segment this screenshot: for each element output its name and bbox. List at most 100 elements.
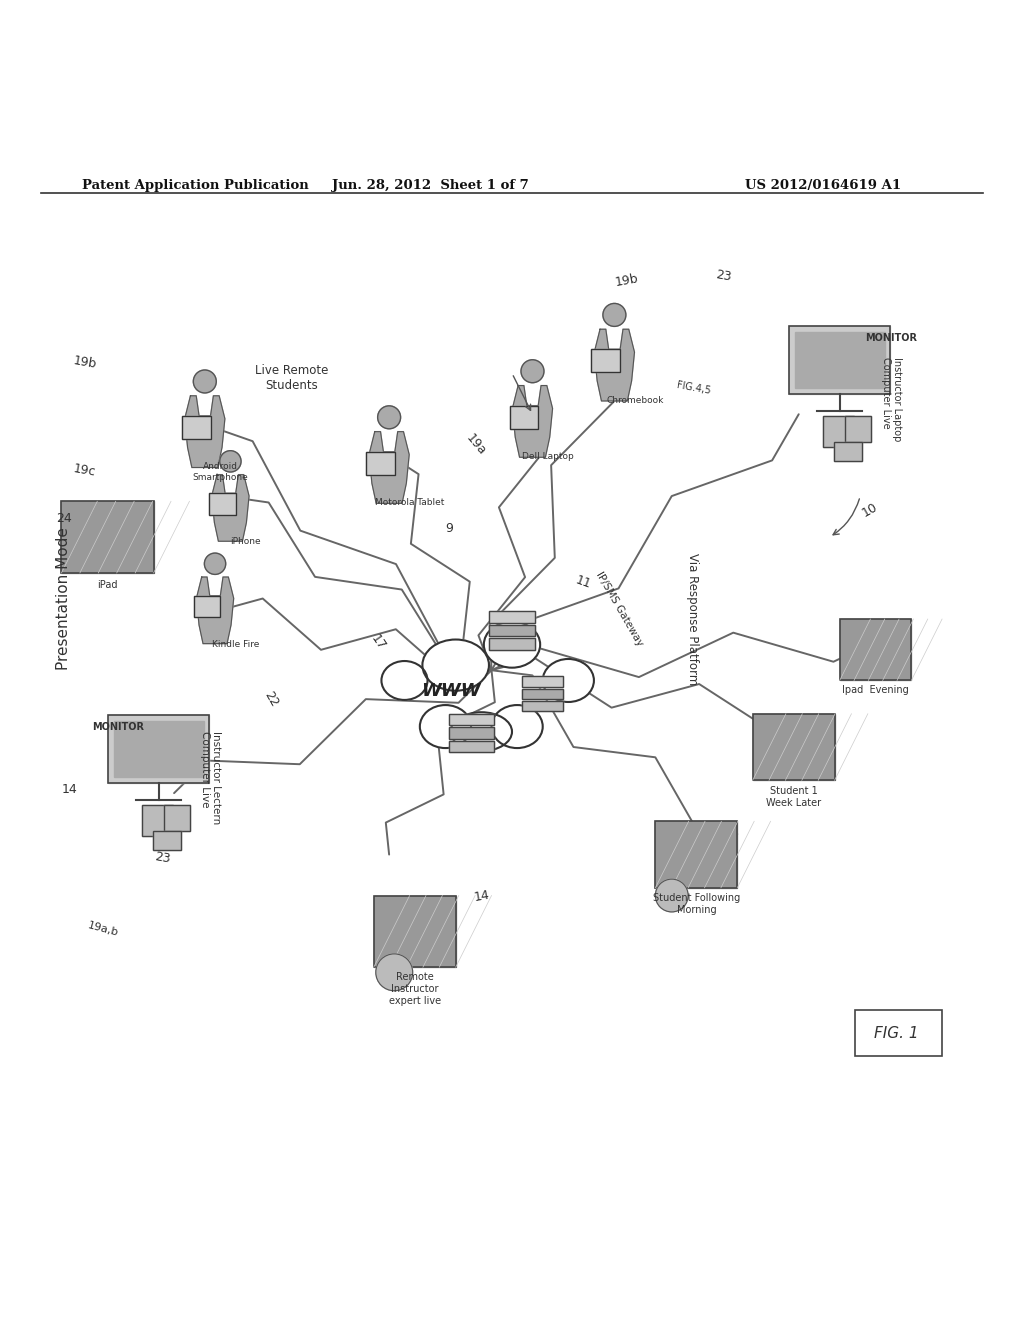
Ellipse shape (381, 661, 428, 700)
Bar (592, 350, 621, 372)
Circle shape (376, 954, 413, 991)
Circle shape (655, 879, 688, 912)
Bar (182, 416, 211, 438)
Bar (61, 502, 154, 573)
Bar (449, 714, 494, 725)
Text: 17: 17 (369, 632, 388, 653)
Bar (489, 611, 535, 623)
Circle shape (603, 304, 626, 326)
Bar (61, 502, 154, 573)
Text: Student Following
Morning: Student Following Morning (652, 894, 740, 915)
Bar (823, 416, 854, 447)
Bar (374, 895, 456, 968)
Ellipse shape (483, 622, 541, 668)
Bar (753, 714, 835, 780)
Polygon shape (369, 432, 410, 503)
Text: Live Remote
Students: Live Remote Students (255, 364, 329, 392)
Bar (141, 805, 173, 837)
Text: 23: 23 (154, 850, 171, 866)
Text: 19c: 19c (72, 462, 96, 479)
Bar (522, 689, 563, 698)
Bar (164, 805, 189, 830)
Bar (449, 741, 494, 752)
Bar (154, 830, 181, 850)
Bar (489, 624, 535, 636)
Bar (795, 331, 885, 388)
Text: Via Response Platform: Via Response Platform (686, 553, 699, 685)
Ellipse shape (451, 713, 512, 751)
Text: Instructor Lectern
Computer Live: Instructor Lectern Computer Live (200, 731, 221, 825)
Bar (141, 805, 173, 837)
Bar (194, 595, 220, 616)
Text: Ipad  Evening: Ipad Evening (842, 685, 909, 694)
Bar (592, 350, 621, 372)
Bar (788, 326, 890, 393)
Bar (489, 611, 535, 623)
Bar (522, 701, 563, 711)
Text: iPad: iPad (97, 579, 118, 590)
Text: 14: 14 (473, 888, 490, 904)
Bar (449, 714, 494, 725)
Bar (449, 727, 494, 739)
Text: 23: 23 (715, 268, 732, 284)
Text: FIG.4,5: FIG.4,5 (676, 380, 712, 396)
Bar (374, 895, 456, 968)
Bar (489, 639, 535, 649)
Bar (522, 676, 563, 686)
Bar (522, 701, 563, 711)
Text: Remote
Instructor
expert live: Remote Instructor expert live (389, 973, 440, 1006)
Text: 24: 24 (56, 512, 72, 525)
Text: 19a,b: 19a,b (87, 920, 120, 939)
Bar (840, 619, 911, 681)
Bar (449, 741, 494, 752)
Text: 11: 11 (573, 574, 593, 591)
Circle shape (521, 360, 544, 383)
Ellipse shape (422, 639, 488, 690)
Bar (449, 727, 494, 739)
Text: Kindle Fire: Kindle Fire (212, 639, 259, 648)
Bar (823, 416, 854, 447)
Polygon shape (197, 577, 233, 644)
Bar (655, 821, 737, 888)
Bar (109, 715, 210, 783)
Bar (154, 830, 181, 850)
Text: 10: 10 (860, 500, 881, 520)
Text: iPhone: iPhone (230, 537, 261, 546)
Polygon shape (512, 385, 553, 457)
Bar (510, 405, 539, 429)
Bar (114, 721, 204, 777)
Bar (788, 326, 890, 393)
Text: FIG. 1: FIG. 1 (873, 1026, 919, 1041)
Text: MONITOR: MONITOR (865, 333, 916, 343)
Text: 19b: 19b (614, 272, 640, 289)
Bar (834, 442, 862, 462)
Bar (655, 821, 737, 888)
Circle shape (194, 370, 216, 393)
Bar (109, 715, 210, 783)
Polygon shape (594, 329, 635, 401)
Polygon shape (184, 396, 225, 467)
Text: MONITOR: MONITOR (92, 722, 143, 731)
Text: Dell Laptop: Dell Laptop (522, 453, 573, 461)
Bar (164, 805, 189, 830)
Text: IP/SMS Gateway: IP/SMS Gateway (594, 570, 645, 648)
Bar (367, 451, 395, 475)
Bar (510, 405, 539, 429)
Bar (194, 595, 220, 616)
Text: US 2012/0164619 A1: US 2012/0164619 A1 (745, 180, 901, 193)
Text: Student 1
Week Later: Student 1 Week Later (766, 785, 821, 808)
Bar (522, 689, 563, 698)
Circle shape (205, 553, 225, 574)
Ellipse shape (543, 659, 594, 702)
Text: Patent Application Publication: Patent Application Publication (82, 180, 308, 193)
Bar (489, 624, 535, 636)
Ellipse shape (420, 705, 471, 748)
Text: 19b: 19b (72, 354, 97, 371)
Text: 14: 14 (61, 783, 77, 796)
Bar (489, 639, 535, 649)
Bar (182, 416, 211, 438)
Text: 9: 9 (445, 521, 454, 535)
Bar (840, 619, 911, 681)
Circle shape (378, 405, 400, 429)
Text: Presentation Mode: Presentation Mode (56, 527, 72, 671)
